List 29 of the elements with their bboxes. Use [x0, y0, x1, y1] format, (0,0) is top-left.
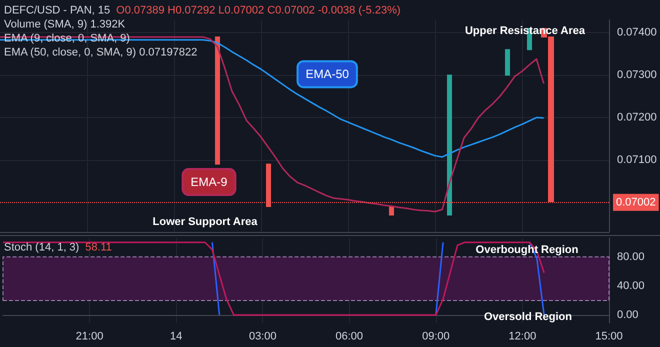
- y-tick-label: 0.07400: [617, 26, 657, 39]
- candlestick: [505, 49, 510, 76]
- ref-line-label: 0.07002: [616, 196, 656, 208]
- annotation: 58.11: [85, 242, 112, 254]
- chart-title: DEFC/USD - PAN, 15: [4, 4, 110, 16]
- text: EMA-9: [190, 175, 228, 190]
- candlestick: [447, 74, 452, 216]
- annotation: Volume (SMA, 9) 1.392K: [4, 18, 126, 30]
- y-tick-label: 0.07200: [617, 112, 657, 124]
- y-tick-label: 0.07100: [617, 154, 657, 166]
- y-tick-label: 0.00: [617, 309, 638, 322]
- x-tick-label: 12:00: [508, 330, 536, 342]
- y-tick-label: 40.00: [617, 280, 645, 292]
- x-tick-label: 06:00: [336, 330, 364, 342]
- annotation: EMA (50, close, 0, SMA, 9) 0.07197822: [4, 46, 198, 58]
- x-tick-label: 15:00: [595, 330, 623, 342]
- candlestick: [389, 206, 394, 216]
- y-tick-label: 80.00: [617, 250, 645, 263]
- x-tick-label: 03:00: [248, 330, 276, 342]
- y-tick-label: 0.07300: [617, 69, 657, 82]
- x-tick-label: 14: [170, 330, 182, 342]
- annotation: Oversold Region: [484, 311, 572, 323]
- candlestick: [215, 36, 220, 165]
- annotation: Lower Support Area: [152, 216, 258, 228]
- chart-title: Stoch (14, 1, 3): [4, 242, 80, 254]
- series-label: EMA-50: [306, 67, 350, 82]
- x-tick-label: 21:00: [76, 330, 104, 342]
- text: O0.07389 H0.07292 L0.07002 C0.07002 -0.0038 (-5.23%): [116, 4, 401, 16]
- x-tick-label: 09:00: [422, 330, 450, 342]
